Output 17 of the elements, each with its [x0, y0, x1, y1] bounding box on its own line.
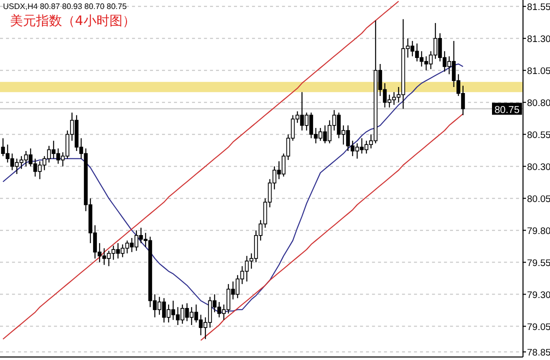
y-tick-label: 79.55: [527, 258, 550, 269]
ref-line-label: 80.75: [494, 104, 520, 116]
y-tick-label: 80.30: [527, 162, 550, 173]
y-tick-label: 80.55: [527, 130, 550, 141]
annotation: USDX,H4 80.87 80.93 80.70 80.75: [3, 2, 128, 11]
y-tick-label: 78.85: [527, 347, 550, 358]
y-tick-label: 79.30: [527, 290, 550, 301]
y-tick-label: 79.80: [527, 226, 550, 237]
y-tick-label: 81.55: [527, 2, 550, 13]
line-series: [2, 0, 400, 340]
line-series: [200, 113, 464, 341]
y-tick-label: 79.05: [527, 322, 550, 333]
text: 美元指数（4小时图）: [10, 13, 136, 29]
y-tick-label: 80.05: [527, 194, 550, 205]
y-tick-label: 80.80: [527, 98, 550, 109]
y-tick-label: 81.05: [527, 66, 550, 77]
y-tick-label: 81.30: [527, 34, 550, 45]
